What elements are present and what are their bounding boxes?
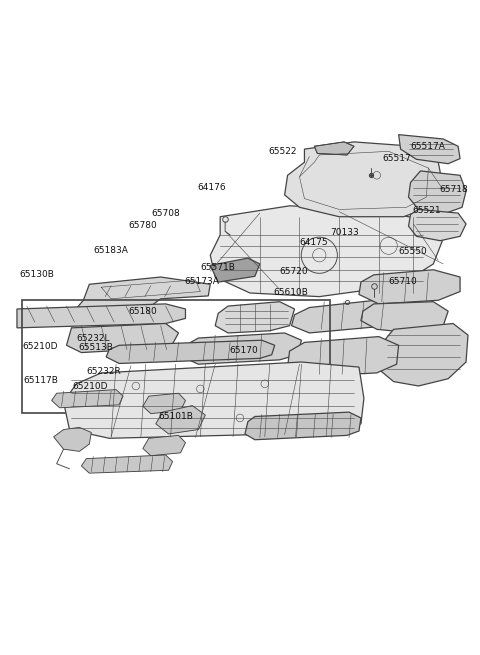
Text: 65522: 65522 [269,147,297,156]
Polygon shape [285,142,443,217]
Text: 65571B: 65571B [200,263,235,272]
Polygon shape [67,324,179,352]
Polygon shape [182,333,301,364]
Polygon shape [408,210,466,240]
Polygon shape [398,135,460,164]
Text: 65180: 65180 [128,307,157,316]
Bar [22,300,330,413]
Text: 65183A: 65183A [93,246,128,255]
Text: 65130B: 65130B [19,270,54,279]
Polygon shape [210,206,443,297]
Polygon shape [106,340,275,364]
Text: 65210D: 65210D [23,342,58,351]
Polygon shape [73,277,210,320]
Polygon shape [291,299,413,333]
Polygon shape [82,455,173,473]
Text: 65708: 65708 [152,209,180,218]
Text: 65517: 65517 [383,154,411,163]
Polygon shape [379,324,468,386]
Polygon shape [245,412,361,440]
Text: 65117B: 65117B [24,376,59,385]
Text: 65173A: 65173A [184,277,219,286]
Polygon shape [215,302,295,333]
Text: 65710: 65710 [389,277,418,286]
Text: 65517A: 65517A [410,142,445,151]
Polygon shape [52,390,123,408]
Polygon shape [54,428,91,451]
Text: 65170: 65170 [229,346,258,355]
Polygon shape [143,436,185,456]
Polygon shape [361,302,448,333]
Text: 65610B: 65610B [274,288,308,297]
Text: 65101B: 65101B [158,413,193,421]
Text: 65780: 65780 [128,221,157,230]
Polygon shape [17,304,185,328]
Text: 65718: 65718 [440,185,468,194]
Text: 64175: 64175 [300,238,328,248]
Polygon shape [314,142,354,155]
Text: 65720: 65720 [279,267,308,276]
Text: 65513B: 65513B [78,343,113,352]
Polygon shape [288,337,398,377]
Polygon shape [408,171,466,213]
Text: 65232R: 65232R [86,367,121,376]
Polygon shape [143,393,185,413]
Text: 65232L: 65232L [77,335,110,343]
Text: 64176: 64176 [197,183,226,192]
Polygon shape [63,362,364,438]
Text: 65550: 65550 [398,247,427,256]
Polygon shape [359,270,460,304]
Polygon shape [210,258,260,282]
Text: 70133: 70133 [330,228,359,237]
Text: 65521: 65521 [412,206,441,215]
Text: 65210D: 65210D [72,382,108,391]
Polygon shape [156,405,205,434]
